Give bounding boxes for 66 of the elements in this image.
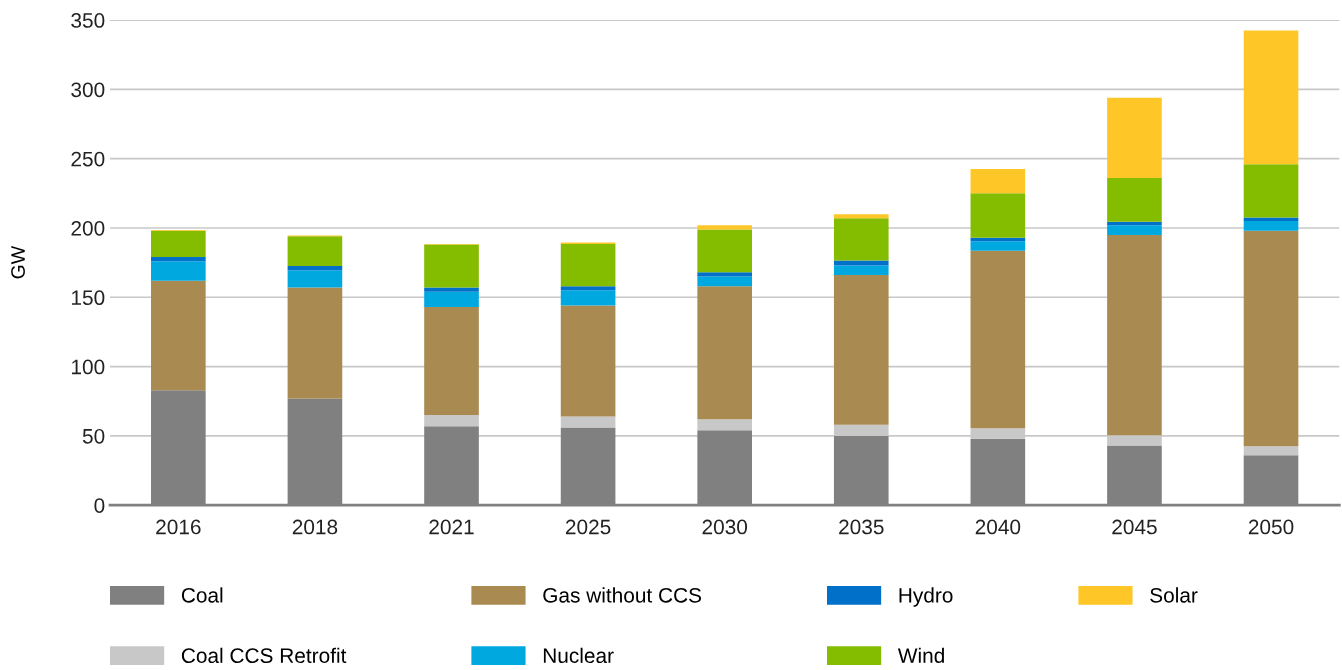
bar: [697, 419, 752, 431]
y-tick-label: 250: [71, 151, 105, 167]
legend-label: Coal: [181, 587, 223, 603]
bar: [1107, 178, 1162, 222]
bar: [424, 287, 479, 292]
x-tick-label: 2045: [1112, 519, 1157, 535]
bar: [970, 241, 1026, 251]
bar: [287, 270, 343, 288]
bar: [424, 244, 479, 288]
x-tick-label: 2025: [565, 519, 611, 535]
bar: [560, 286, 616, 291]
x-tick-label: 2030: [702, 519, 748, 535]
bar: [424, 415, 479, 427]
bar: [697, 286, 752, 420]
bar: [697, 225, 752, 230]
legend-label: Wind: [897, 647, 944, 664]
bar: [424, 306, 479, 416]
legend-label: Nuclear: [543, 647, 614, 664]
bar: [287, 266, 343, 271]
bar: [560, 305, 616, 417]
x-tick-label: 2050: [1248, 519, 1294, 535]
bar: [151, 257, 206, 262]
bar: [970, 169, 1026, 194]
x-tick-label: 2040: [975, 519, 1021, 535]
y-tick-label: 50: [82, 428, 105, 444]
legend-label: Gas without CCS: [543, 587, 702, 603]
bar: [560, 290, 616, 306]
x-tick-label: 2021: [429, 519, 474, 535]
bar: [560, 243, 616, 287]
bar: [287, 287, 343, 399]
bar: [833, 275, 889, 425]
bar: [697, 272, 752, 277]
legend-label: Hydro: [899, 587, 953, 607]
bar: [970, 193, 1026, 238]
bar: [151, 261, 206, 281]
y-tick-label: 100: [72, 359, 105, 375]
bar: [424, 291, 479, 307]
bar: [1243, 30, 1299, 165]
bar: [1107, 225, 1162, 235]
bar: [1243, 221, 1299, 231]
y-tick-label: 350: [71, 13, 105, 28]
x-tick-label: 2016: [156, 519, 201, 535]
y-axis-title: GW: [11, 245, 25, 279]
y-tick-label: 300: [71, 82, 105, 98]
bar: [1243, 164, 1299, 218]
bar: [833, 214, 889, 219]
bar: [1107, 234, 1162, 436]
bar: [1243, 230, 1299, 447]
x-tick-label: 2035: [839, 519, 884, 535]
bar: [697, 229, 752, 273]
y-tick-label: 150: [72, 290, 105, 306]
bar: [151, 230, 206, 258]
bar: [1107, 97, 1162, 179]
bar: [833, 218, 889, 261]
legend-label: Coal CCS Retrofit: [181, 647, 347, 664]
y-tick-label: 200: [71, 220, 105, 236]
bar: [287, 236, 343, 267]
bar: [970, 250, 1026, 429]
legend-label: Solar: [1150, 587, 1198, 603]
bar: [151, 280, 206, 391]
y-tick-label: 0: [94, 498, 105, 513]
bar: [560, 416, 616, 428]
bar: [1243, 446, 1299, 456]
bar: [697, 276, 752, 287]
x-tick-label: 2018: [292, 519, 338, 535]
bar: [833, 265, 889, 276]
